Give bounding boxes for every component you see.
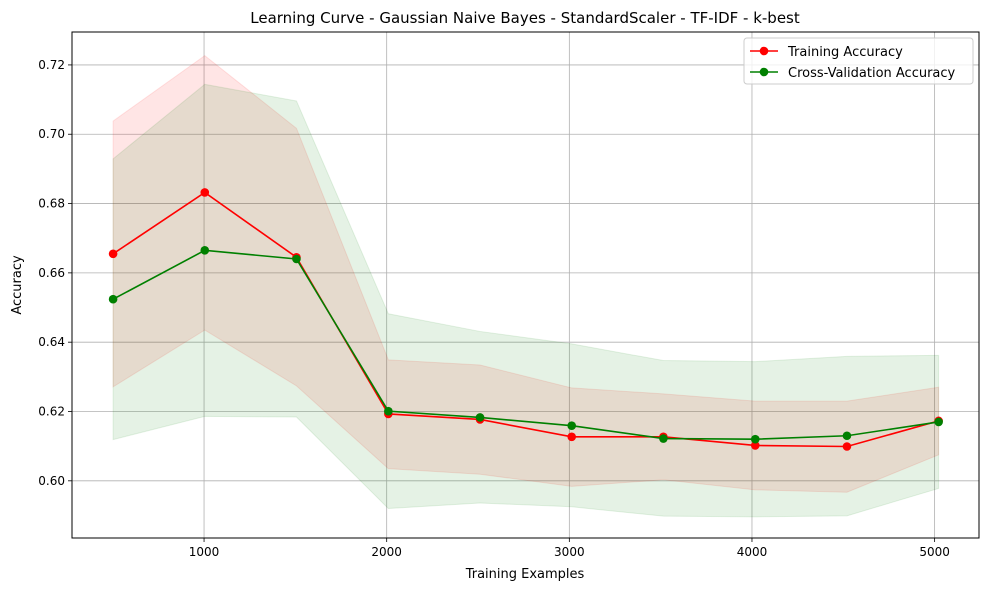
series-lines xyxy=(112,191,939,448)
y-tick-label: 0.72 xyxy=(38,58,65,72)
point-training-accuracy xyxy=(750,441,760,450)
line-training-accuracy xyxy=(112,191,939,448)
y-tick-label: 0.62 xyxy=(38,405,65,419)
x-tick-label: 2000 xyxy=(371,545,402,559)
x-tick-label: 1000 xyxy=(189,545,220,559)
point-cross-validation-accuracy xyxy=(384,406,393,416)
point-cross-validation-accuracy xyxy=(842,431,852,441)
y-tick-label: 0.66 xyxy=(38,266,65,280)
y-tick-label: 0.64 xyxy=(38,335,65,349)
point-training-accuracy xyxy=(200,188,210,197)
grid-lines xyxy=(72,32,979,538)
point-cross-validation-accuracy xyxy=(750,434,760,444)
y-tick-label: 0.60 xyxy=(38,474,65,488)
x-tick-label: 5000 xyxy=(919,545,950,559)
point-cross-validation-accuracy xyxy=(108,294,118,304)
legend-marker-training xyxy=(759,46,769,56)
point-training-accuracy xyxy=(842,442,852,451)
series-markers xyxy=(108,188,943,451)
x-axis-ticks: 1000 2000 3000 4000 5000 xyxy=(189,538,950,559)
legend: Training Accuracy Cross-Validation Accur… xyxy=(743,37,974,85)
plot-frame xyxy=(71,31,980,539)
legend-marker-cross-validation xyxy=(759,67,769,77)
y-tick-label: 0.70 xyxy=(38,127,65,141)
x-tick-label: 3000 xyxy=(554,545,585,559)
x-tick-label: 4000 xyxy=(737,545,768,559)
point-cross-validation-accuracy xyxy=(567,421,577,431)
point-cross-validation-accuracy xyxy=(292,254,301,264)
band-cross-validation-accuracy xyxy=(112,83,940,518)
legend-frame xyxy=(743,37,974,85)
chart-title: Learning Curve - Gaussian Naive Bayes - … xyxy=(250,9,800,27)
y-axis-label: Accuracy xyxy=(10,255,25,315)
x-axis-label: Training Examples xyxy=(465,567,585,582)
point-cross-validation-accuracy xyxy=(934,417,943,427)
point-training-accuracy xyxy=(108,249,118,259)
y-axis-ticks: 0.60 0.62 0.64 0.66 0.68 0.70 0.72 xyxy=(38,58,72,488)
point-training-accuracy xyxy=(567,432,577,442)
y-tick-label: 0.68 xyxy=(38,197,65,211)
band-training-accuracy xyxy=(112,54,940,493)
legend-label-training: Training Accuracy xyxy=(787,45,903,60)
legend-label-cross-validation: Cross-Validation Accuracy xyxy=(788,66,956,81)
point-cross-validation-accuracy xyxy=(200,246,210,255)
point-cross-validation-accuracy xyxy=(475,413,485,422)
point-cross-validation-accuracy xyxy=(659,434,668,443)
confidence-bands xyxy=(112,54,940,518)
line-cross-validation-accuracy xyxy=(112,249,939,441)
